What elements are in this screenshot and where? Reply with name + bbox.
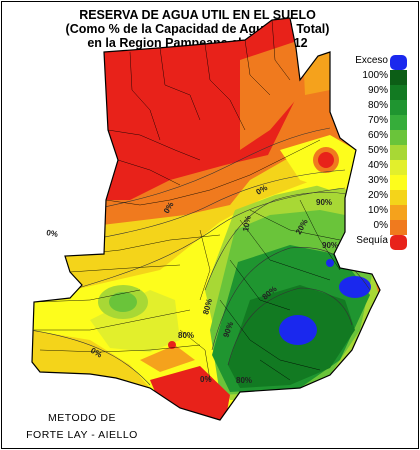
legend-swatch [390,220,407,235]
contour-label: 10% [241,215,253,232]
contour-line [59,169,346,246]
zone-drought-south-spot [168,341,176,349]
legend-label: 80% [367,100,388,111]
legend-label: 30% [367,175,388,186]
contour-line [32,329,151,386]
zone-excess-center [279,315,317,345]
zone-excess-coast [339,276,371,298]
method-caption: METODO DE FORTE LAY - AIELLO [12,410,152,444]
zone-60pct-west [109,292,137,312]
legend-label: 70% [367,115,388,126]
legend-label: 20% [367,190,388,201]
legend-label: 100% [362,70,388,81]
legend-swatch [390,115,407,130]
legend-label: Exceso [355,55,388,66]
legend-swatch [390,145,407,160]
legend-swatch [390,130,407,145]
legend-swatch [390,85,407,100]
legend-swatch [390,70,407,85]
contour-label: 80% [178,331,194,340]
region-outline [31,17,381,421]
legend-label: 50% [367,145,388,156]
legend-label: Sequía [356,235,388,246]
legend-label: 0% [373,220,388,231]
contour-label: 90% [322,241,338,250]
contour-line [39,187,346,301]
method-line-1: METODO DE [48,412,116,424]
contour-label: 0% [200,375,212,384]
legend-label: 90% [367,85,388,96]
contour-label: 0% [46,228,59,239]
legend-label: 10% [367,205,388,216]
contour-line [204,191,351,291]
department-borders [33,19,341,381]
legend-swatch [390,160,407,175]
legend-label: 60% [367,130,388,141]
zone-drought-east [318,152,334,168]
legend-swatch [390,190,407,205]
title-line-1: RESERVA DE AGUA UTIL EN EL SUELO [79,8,316,22]
contour-line [89,127,331,211]
zone-excess-spot [326,259,334,267]
zone-drought-south [150,366,230,420]
zone-10pct-northeast [302,30,330,95]
contour-label: 90% [316,198,332,207]
legend-swatch [390,235,407,250]
legend-swatch [390,175,407,190]
contour-label: 80% [236,376,252,385]
legend: Exceso 100% 90% 80% 70% 60% 50% 40% 30% 20% 10% 0% S… [333,55,418,270]
method-line-2: FORTE LAY - AIELLO [26,429,138,441]
legend-swatch [390,205,407,220]
legend-label: 40% [367,160,388,171]
legend-swatch [390,100,407,115]
zone-10pct-south [140,345,195,372]
contour-line [227,287,353,366]
legend-swatch [390,55,407,70]
contour-label: 80% [201,298,214,316]
